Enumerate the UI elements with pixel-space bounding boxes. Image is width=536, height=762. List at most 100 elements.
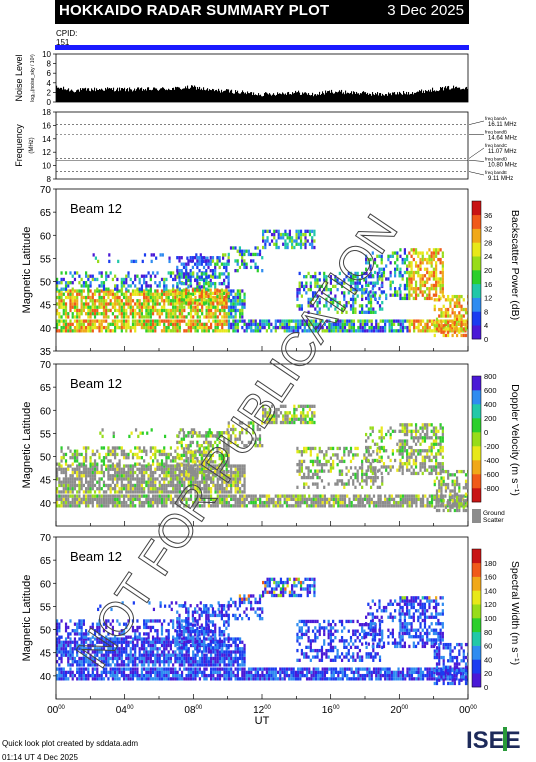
echo-cell bbox=[372, 287, 374, 290]
echo-cell bbox=[373, 501, 375, 504]
echo-cell bbox=[348, 329, 350, 332]
echo-cell bbox=[185, 459, 187, 462]
echo-cell bbox=[436, 321, 438, 324]
noise-bar bbox=[455, 87, 456, 102]
echo-cell bbox=[257, 329, 259, 332]
echo-cell bbox=[390, 469, 392, 472]
echo-cell bbox=[381, 307, 383, 310]
noise-bar bbox=[284, 94, 285, 102]
echo-cell bbox=[136, 293, 138, 296]
noise-bar bbox=[389, 94, 390, 102]
echo-cell bbox=[127, 464, 129, 467]
echo-cell bbox=[114, 293, 116, 296]
echo-cell bbox=[418, 326, 420, 329]
echo-cell bbox=[183, 463, 185, 466]
echo-cell bbox=[232, 315, 234, 318]
echo-cell bbox=[252, 259, 254, 262]
echo-cell bbox=[162, 253, 164, 256]
echo-cell bbox=[127, 471, 129, 474]
echo-cell bbox=[65, 468, 67, 471]
echo-cell bbox=[235, 504, 237, 507]
echo-cell bbox=[278, 236, 280, 239]
echo-cell bbox=[235, 490, 237, 493]
echo-cell bbox=[217, 329, 219, 332]
echo-cell bbox=[118, 490, 120, 493]
noise-bar bbox=[437, 91, 438, 102]
echo-cell bbox=[63, 288, 65, 291]
noise-bar bbox=[238, 93, 239, 102]
echo-cell bbox=[147, 302, 149, 305]
echo-cell bbox=[159, 309, 161, 312]
echo-cell bbox=[170, 329, 172, 332]
echo-cell bbox=[190, 272, 192, 275]
noise-bar bbox=[229, 93, 230, 102]
echo-cell bbox=[116, 293, 118, 296]
echo-cell bbox=[85, 296, 87, 299]
noise-bar bbox=[220, 93, 221, 102]
echo-cell bbox=[259, 250, 261, 253]
echo-cell bbox=[271, 233, 273, 236]
echo-cell bbox=[98, 504, 100, 507]
echo-cell bbox=[150, 477, 152, 480]
noise-bar bbox=[230, 91, 231, 102]
echo-cell bbox=[147, 468, 149, 471]
echo-cell bbox=[243, 266, 245, 269]
noise-bar bbox=[283, 94, 284, 102]
echo-cell bbox=[130, 284, 132, 287]
echo-cell bbox=[266, 319, 268, 322]
echo-cell bbox=[58, 293, 60, 296]
echo-cell bbox=[460, 305, 462, 308]
echo-cell bbox=[147, 293, 149, 296]
echo-cell bbox=[172, 315, 174, 318]
echo-cell bbox=[298, 233, 300, 236]
echo-cell bbox=[141, 450, 143, 453]
echo-cell bbox=[85, 329, 87, 332]
noise-bar bbox=[287, 92, 288, 102]
echo-cell bbox=[196, 259, 198, 262]
echo-cell bbox=[354, 453, 356, 456]
echo-cell bbox=[426, 498, 428, 501]
echo-cell bbox=[428, 248, 430, 251]
echo-cell bbox=[341, 473, 343, 476]
echo-cell bbox=[197, 306, 199, 309]
echo-cell bbox=[307, 411, 309, 414]
noise-bar bbox=[418, 92, 419, 102]
noise-bar bbox=[213, 89, 214, 102]
echo-cell bbox=[98, 306, 100, 309]
echo-cell bbox=[83, 326, 85, 329]
echo-cell bbox=[183, 275, 185, 278]
echo-cell bbox=[147, 490, 149, 493]
echo-cell bbox=[330, 447, 332, 450]
noise-bar bbox=[155, 88, 156, 102]
echo-cell bbox=[94, 299, 96, 302]
echo-cell bbox=[165, 487, 167, 490]
noise-bar bbox=[182, 89, 183, 102]
echo-cell bbox=[188, 312, 190, 315]
echo-cell bbox=[449, 324, 451, 327]
echo-cell bbox=[222, 253, 224, 256]
echo-cell bbox=[243, 306, 245, 309]
echo-cell bbox=[174, 459, 176, 462]
echo-cell bbox=[156, 490, 158, 493]
echo-cell bbox=[146, 432, 148, 435]
echo-cell bbox=[174, 312, 176, 315]
echo-cell bbox=[402, 504, 404, 507]
noise-bar bbox=[252, 95, 253, 102]
echo-cell bbox=[302, 405, 304, 408]
echo-cell bbox=[190, 256, 192, 259]
echo-cell bbox=[456, 314, 458, 317]
echo-cell bbox=[447, 298, 449, 301]
echo-cell bbox=[63, 326, 65, 329]
echo-cell bbox=[287, 246, 289, 249]
noise-bar bbox=[247, 91, 248, 102]
echo-cell bbox=[314, 469, 316, 472]
echo-cell bbox=[201, 259, 203, 262]
echo-cell bbox=[197, 309, 199, 312]
echo-cell bbox=[107, 487, 109, 490]
echo-cell bbox=[357, 469, 359, 472]
echo-cell bbox=[235, 312, 237, 315]
echo-cell bbox=[196, 256, 198, 259]
echo-cell bbox=[309, 243, 311, 246]
echo-cell bbox=[413, 290, 415, 293]
echo-cell bbox=[63, 319, 65, 322]
